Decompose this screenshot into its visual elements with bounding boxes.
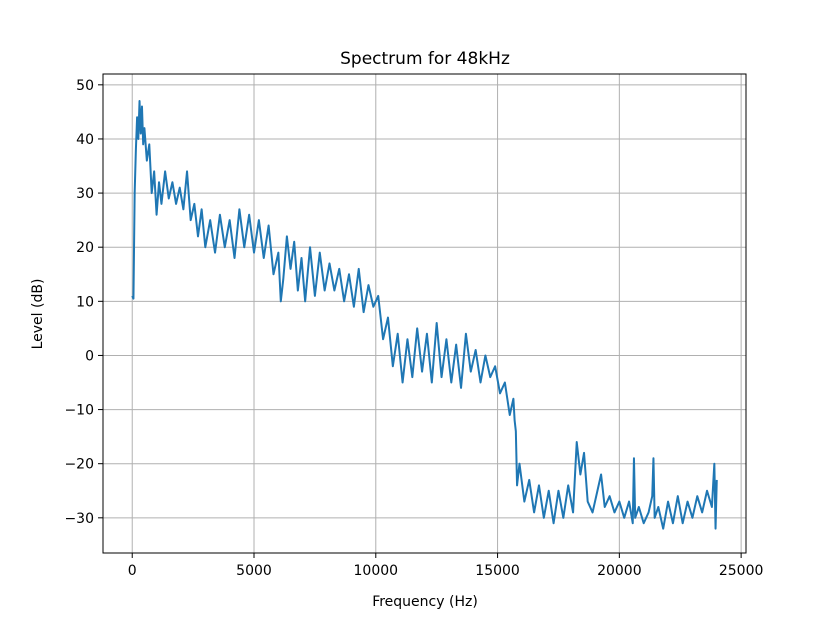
x-tick-label: 15000 [475,563,520,579]
y-tick-label: 50 [76,78,94,94]
y-tick-label: 20 [76,240,94,256]
y-axis-label: Level (dB) [30,279,46,350]
x-tick-label: 25000 [719,563,764,579]
y-tick-label: −20 [64,457,94,473]
x-tick-label: 5000 [236,563,272,579]
x-tick-label: 20000 [597,563,642,579]
plot-frame [102,73,747,554]
y-tick-label: −30 [64,511,94,527]
x-axis-label: Frequency (Hz) [372,594,478,610]
y-tick-label: −10 [64,403,94,419]
y-tick-label: 0 [85,348,94,364]
y-tick-label: 30 [76,186,94,202]
y-tick-label: 10 [76,294,94,310]
x-tick-label: 0 [128,563,137,579]
y-tick-label: 40 [76,132,94,148]
line [131,100,718,530]
chart-title: Spectrum for 48kHz [340,49,510,69]
x-tick-label: 10000 [354,563,399,579]
